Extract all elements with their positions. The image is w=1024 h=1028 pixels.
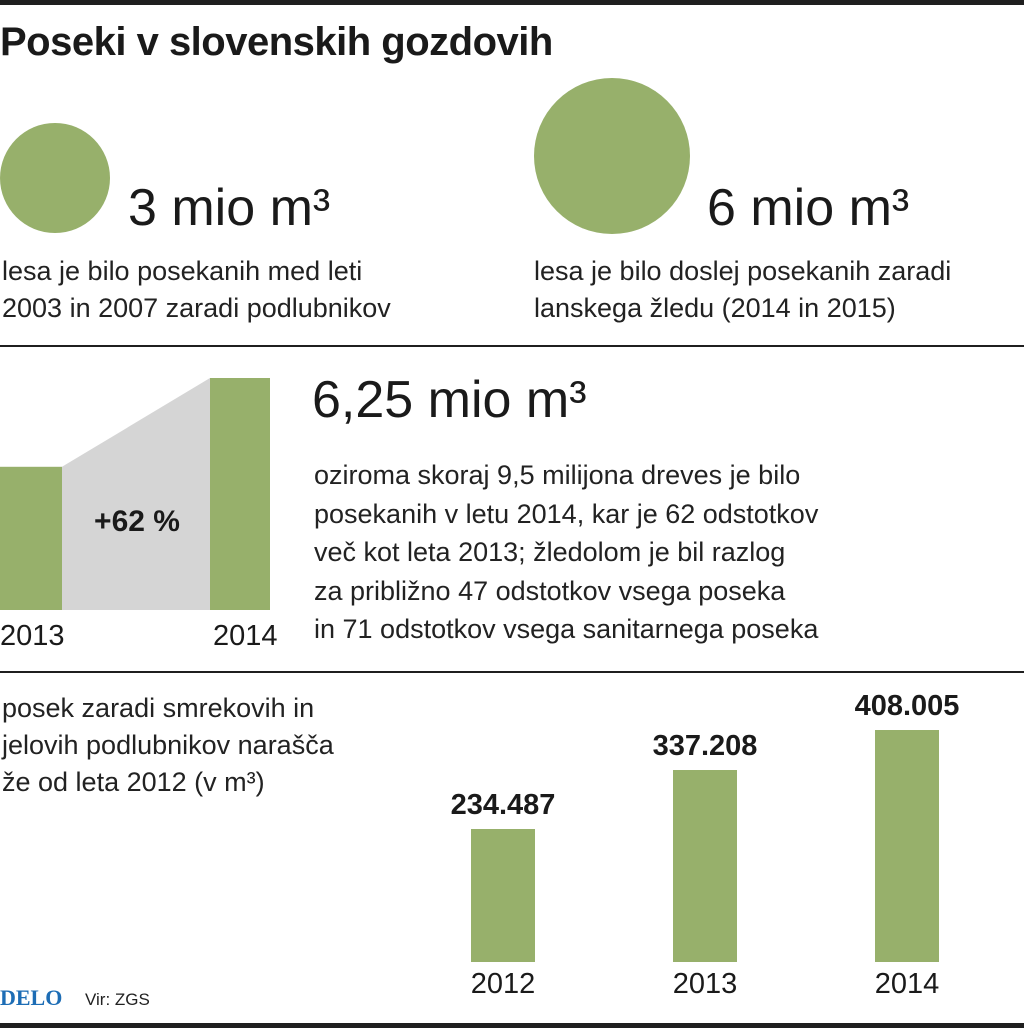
year-label-2012: 2012 — [470, 968, 536, 1000]
year-label-2014: 2014 — [874, 968, 940, 1000]
change-label: +62 % — [94, 505, 180, 538]
stat2-value: 6 mio m³ — [707, 179, 910, 237]
stat1-circle — [0, 123, 110, 233]
bar-2012 — [471, 828, 535, 962]
comparison-bar-2014 — [210, 378, 270, 610]
comparison-year-2013: 2013 — [0, 620, 65, 652]
comparison-description: oziroma skoraj 9,5 milijona dreves je bi… — [314, 460, 819, 644]
stat2-description: lesa je bilo doslej posekanih zaradi lan… — [534, 256, 952, 323]
change-area — [62, 378, 210, 610]
comparison-value: 6,25 mio m³ — [312, 371, 587, 429]
bar-section-description: posek zaradi smrekovih in jelovih podlub… — [2, 693, 334, 797]
comparison-chart — [0, 378, 270, 610]
bar-2013 — [673, 770, 737, 962]
source-label: Vir: ZGS — [85, 990, 150, 1009]
value-label-2014: 408.005 — [854, 690, 960, 722]
stat1-value: 3 mio m³ — [128, 179, 331, 237]
section-divider-1 — [0, 345, 1024, 347]
delo-logo: DELO — [0, 985, 63, 1010]
top-rule — [0, 0, 1024, 5]
page-title: Poseki v slovenskih gozdovih — [0, 20, 553, 64]
comparison-bar-2013 — [0, 466, 62, 610]
bar-2014 — [875, 730, 939, 962]
stat2-circle — [534, 78, 690, 234]
value-label-2013: 337.208 — [652, 730, 758, 763]
value-label-2012: 234.487 — [450, 788, 556, 821]
year-label-2013: 2013 — [672, 968, 738, 1000]
stat1-description: lesa je bilo posekanih med leti 2003 in … — [2, 256, 391, 323]
comparison-year-2014: 2014 — [213, 620, 278, 652]
bottom-rule — [0, 1023, 1024, 1028]
section-divider-2 — [0, 671, 1024, 673]
